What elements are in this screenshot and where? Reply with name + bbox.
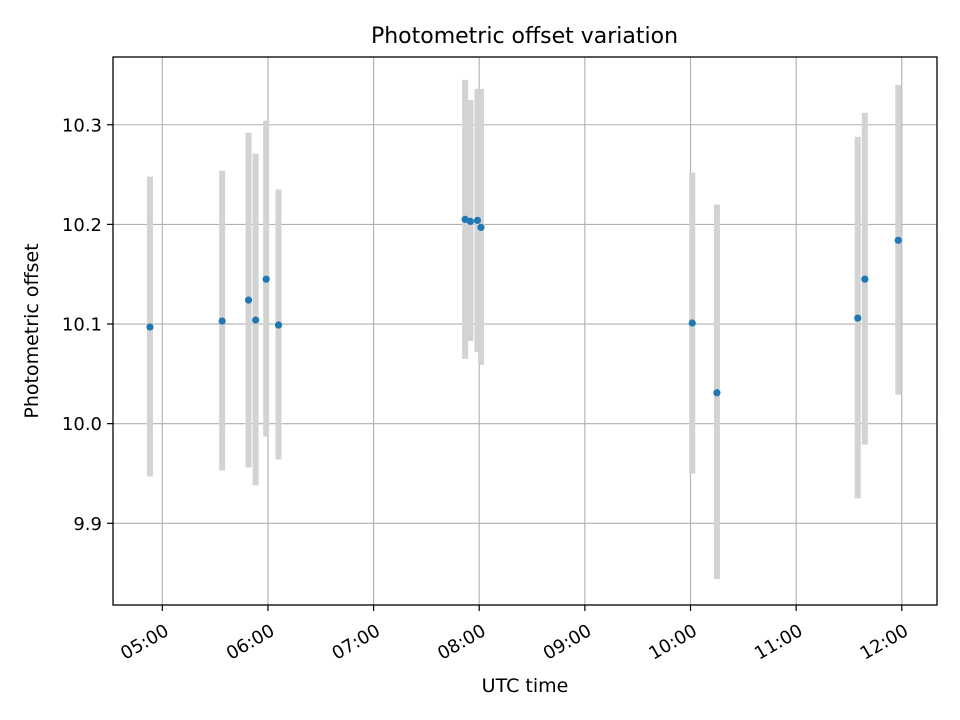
data-point [466,217,475,225]
y-tick-label: 10.2 [62,215,102,236]
y-axis-ticks: 9.9 10.0 10.1 10.2 10.3 [62,115,113,535]
error-bars [146,79,902,580]
data-point [473,216,482,225]
x-tick-label: 06:00 [223,620,278,664]
x-tick-label: 07:00 [328,620,383,664]
data-point [713,389,721,397]
x-tick-label: 09:00 [540,620,595,664]
data-point [262,275,270,283]
x-tick-label: 10:00 [645,620,700,664]
y-tick-label: 10.0 [62,414,102,435]
grid [113,57,937,605]
x-tick-label: 12:00 [857,620,912,664]
x-tick-label: 08:00 [434,620,489,664]
x-tick-label: 11:00 [751,620,806,664]
data-point [477,223,485,231]
data-point [894,236,902,244]
y-axis-label: Photometric offset [21,243,43,418]
data-point [218,317,226,325]
x-axis-label: UTC time [482,675,569,697]
x-tick-label: 05:00 [117,620,172,664]
data-point [146,323,154,331]
data-point [252,316,260,324]
plot-frame [112,56,938,606]
x-axis-ticks: 05:00 06:00 07:00 08:00 09:00 10:00 11:00 12:00 [117,605,912,664]
y-tick-label: 10.1 [62,315,102,336]
data-points [146,215,902,397]
data-point [854,314,862,322]
data-point [244,296,253,304]
chart-title: Photometric offset variation [371,24,678,49]
data-point [274,321,283,329]
y-tick-label: 10.3 [62,115,102,136]
data-point [688,319,696,327]
data-point [861,275,869,283]
y-tick-label: 9.9 [73,514,102,535]
